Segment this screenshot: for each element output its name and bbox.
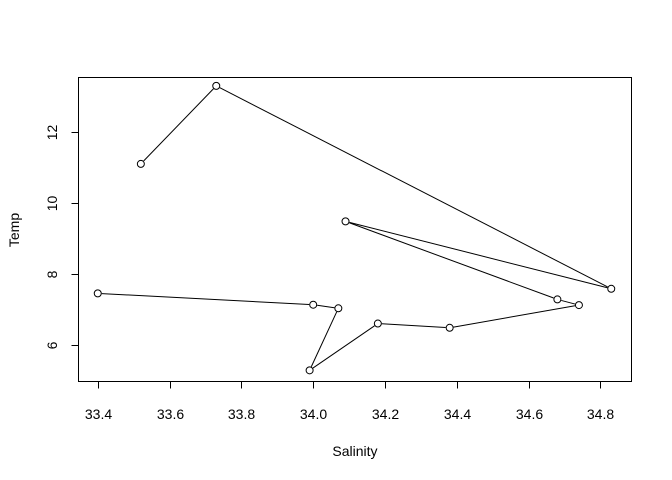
series-segment bbox=[310, 311, 338, 367]
plot-area bbox=[78, 77, 632, 382]
y-tick-label: 6 bbox=[44, 341, 60, 349]
data-series bbox=[93, 81, 616, 375]
data-point bbox=[373, 319, 382, 328]
data-point bbox=[93, 289, 102, 298]
series-segment bbox=[381, 323, 446, 329]
data-point bbox=[136, 159, 145, 168]
data-point bbox=[341, 217, 350, 226]
data-point bbox=[445, 323, 454, 332]
x-tick-label: 34.4 bbox=[444, 406, 471, 422]
data-point bbox=[334, 304, 343, 313]
y-tick-label: 8 bbox=[44, 270, 60, 278]
y-axis-label: Temp bbox=[6, 213, 22, 247]
series-segment bbox=[101, 293, 310, 306]
data-point bbox=[553, 295, 562, 304]
x-tick-label: 34.8 bbox=[587, 406, 614, 422]
series-segment bbox=[317, 304, 335, 309]
x-tick-label: 34.0 bbox=[300, 406, 327, 422]
x-tick-label: 33.6 bbox=[157, 406, 184, 422]
series-segment bbox=[312, 325, 375, 369]
x-ticks: 33.4 33.6 33.8 34.0 34.2 34.4 34.6 34.8 bbox=[85, 381, 614, 422]
y-tick-label: 10 bbox=[44, 196, 60, 212]
x-tick-label: 33.8 bbox=[228, 406, 255, 422]
data-point bbox=[305, 366, 314, 375]
x-tick-label: 34.6 bbox=[516, 406, 543, 422]
y-ticks: 6 8 10 12 bbox=[44, 125, 79, 349]
data-point bbox=[212, 81, 221, 90]
series-segment bbox=[453, 305, 576, 328]
data-point bbox=[309, 300, 318, 309]
series-segment bbox=[561, 299, 576, 305]
series-segment bbox=[349, 222, 554, 299]
series-segment bbox=[143, 88, 214, 162]
x-tick-label: 33.4 bbox=[85, 406, 112, 422]
data-point bbox=[574, 301, 583, 310]
series-segment bbox=[219, 87, 608, 288]
series-segment bbox=[349, 221, 608, 289]
y-tick-label: 12 bbox=[44, 125, 60, 141]
x-tick-label: 34.2 bbox=[372, 406, 399, 422]
x-axis-label: Salinity bbox=[332, 443, 377, 459]
data-point bbox=[607, 284, 616, 293]
